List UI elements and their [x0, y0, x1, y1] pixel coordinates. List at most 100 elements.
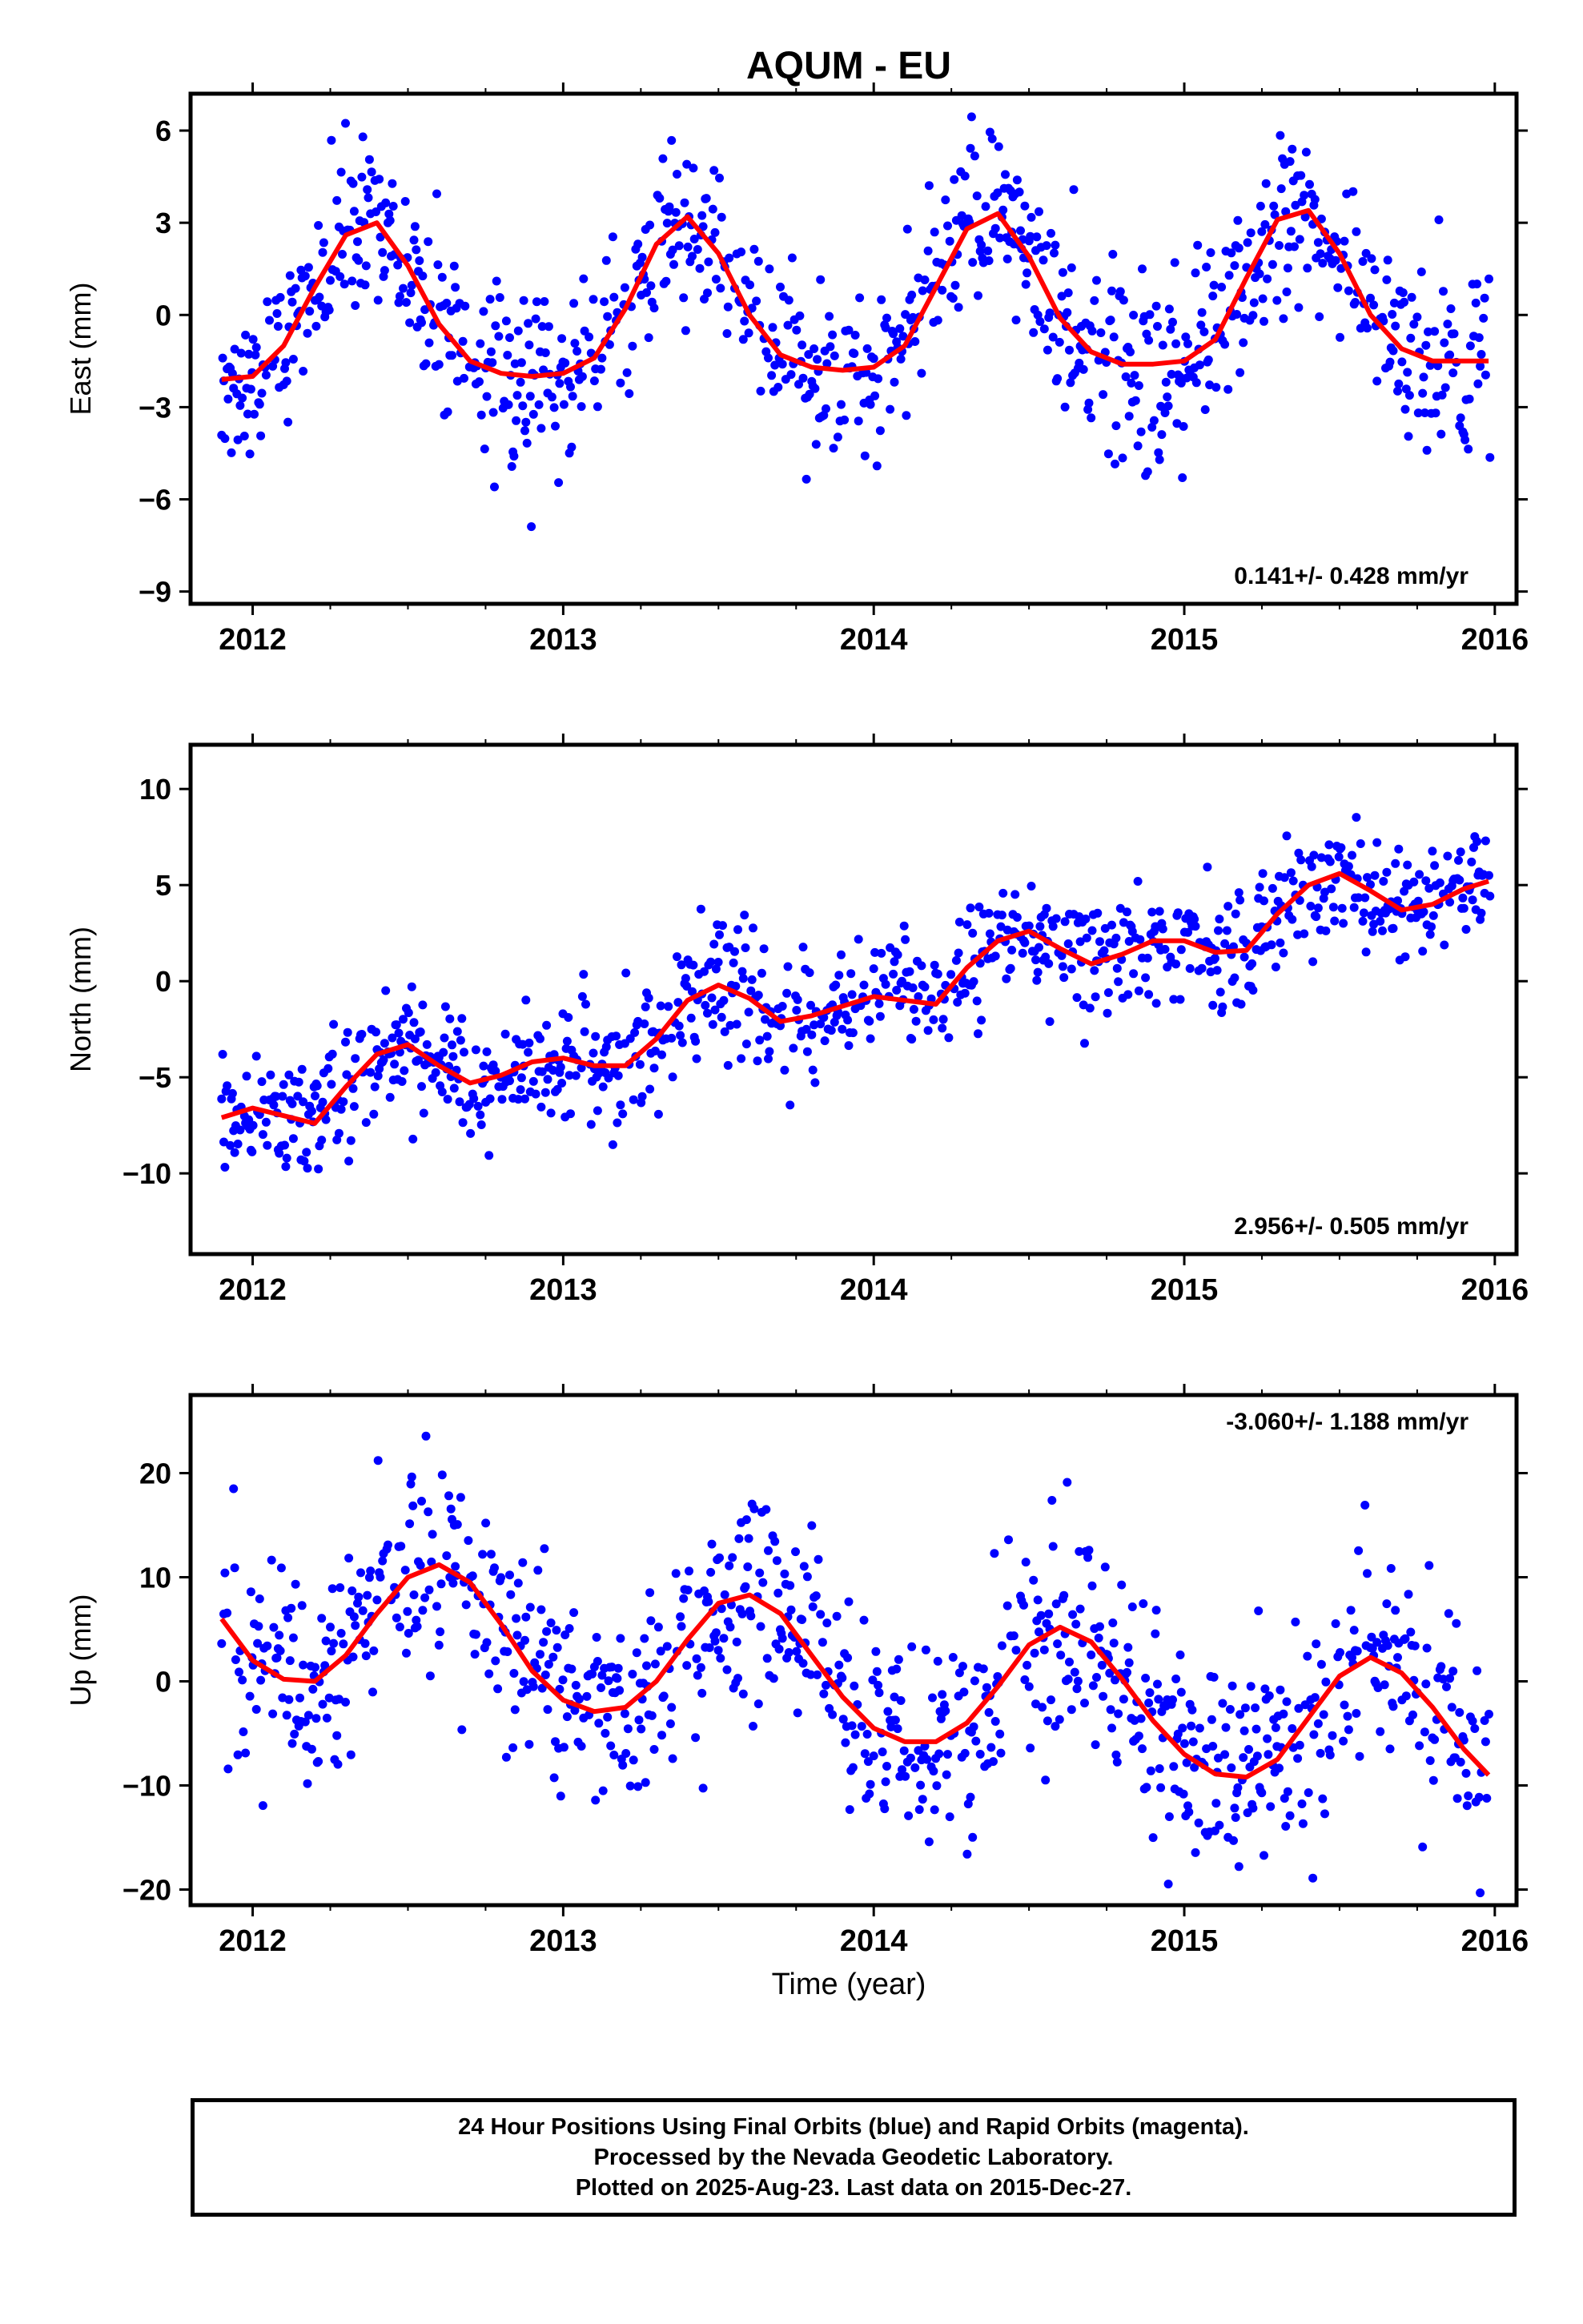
data-point — [1243, 238, 1252, 247]
data-point — [339, 1639, 348, 1649]
data-point — [1296, 855, 1306, 865]
data-point — [1430, 327, 1440, 336]
data-point — [1020, 201, 1030, 211]
data-point — [318, 247, 327, 257]
data-point — [828, 1710, 838, 1719]
y-tick-label: 20 — [139, 1458, 171, 1490]
data-point — [1309, 1730, 1319, 1739]
data-point — [971, 1736, 981, 1746]
data-point — [882, 313, 891, 323]
data-point — [364, 155, 374, 164]
data-point — [544, 322, 553, 332]
data-point — [733, 925, 742, 935]
data-point — [1176, 1687, 1186, 1697]
data-point — [806, 1000, 815, 1010]
data-point — [1422, 445, 1432, 455]
data-point — [740, 911, 749, 920]
data-point — [340, 279, 349, 289]
data-point — [1041, 952, 1051, 962]
data-point — [421, 359, 431, 368]
data-point — [1328, 903, 1338, 912]
data-point — [1227, 1681, 1237, 1691]
data-point — [253, 1638, 263, 1648]
data-point — [220, 434, 230, 444]
data-point — [1260, 219, 1270, 229]
data-point — [1428, 1775, 1438, 1785]
data-point — [1431, 408, 1440, 418]
data-point — [1010, 890, 1020, 899]
data-point — [975, 1750, 985, 1759]
data-point — [613, 1071, 623, 1080]
data-point — [1251, 1703, 1260, 1713]
data-point — [1006, 963, 1015, 973]
data-point — [571, 1680, 581, 1690]
data-point — [1445, 898, 1455, 907]
data-point — [1118, 453, 1127, 463]
data-point — [448, 1040, 456, 1050]
data-point — [1408, 1710, 1417, 1719]
data-point — [704, 1597, 713, 1606]
data-point — [247, 1147, 257, 1156]
data-point — [810, 1020, 819, 1030]
x-tick-label: 2014 — [840, 1273, 908, 1307]
data-point — [793, 995, 802, 1004]
data-point — [484, 1669, 494, 1679]
data-point — [1043, 345, 1052, 355]
data-point — [1330, 916, 1340, 926]
data-point — [589, 376, 599, 386]
data-point — [1079, 364, 1088, 374]
data-point — [1108, 1618, 1118, 1627]
data-point — [521, 417, 531, 427]
data-point — [776, 282, 785, 292]
data-point — [281, 1162, 291, 1172]
data-point — [632, 1648, 641, 1658]
data-point — [1282, 831, 1292, 841]
data-point — [904, 1811, 914, 1820]
data-point — [872, 461, 882, 471]
data-point — [522, 438, 532, 448]
data-point — [656, 1001, 665, 1011]
data-point — [906, 1753, 915, 1763]
data-point — [870, 947, 880, 957]
data-point — [805, 389, 814, 399]
data-point — [378, 1556, 388, 1566]
data-point — [1327, 884, 1336, 894]
data-point — [539, 1638, 548, 1647]
data-point — [1178, 473, 1187, 482]
data-point — [1097, 1660, 1107, 1670]
data-point — [457, 1014, 467, 1023]
data-point — [440, 1385, 449, 1394]
data-point — [1294, 848, 1304, 858]
data-point — [786, 370, 796, 380]
data-point — [1485, 891, 1495, 901]
data-point — [1352, 1709, 1361, 1718]
data-point — [1304, 1788, 1313, 1797]
data-point — [722, 329, 732, 338]
data-point — [1248, 1803, 1258, 1813]
data-point — [299, 1156, 309, 1166]
data-point — [1376, 916, 1385, 926]
data-point — [1151, 301, 1161, 311]
data-point — [783, 320, 793, 330]
data-point — [573, 347, 582, 356]
data-point — [257, 1077, 267, 1087]
data-point — [962, 1849, 972, 1859]
data-point — [543, 1705, 552, 1715]
data-point — [1465, 341, 1475, 351]
data-point — [524, 1047, 533, 1057]
data-point — [657, 1731, 666, 1740]
data-point — [1157, 430, 1167, 440]
data-point — [288, 355, 298, 364]
data-point — [329, 1638, 339, 1648]
data-point — [755, 1568, 765, 1578]
data-point — [1310, 195, 1320, 204]
up-points — [217, 1385, 1493, 1898]
data-point — [1160, 944, 1170, 954]
data-point — [1197, 963, 1207, 973]
data-point — [311, 1714, 321, 1723]
data-point — [686, 1013, 696, 1023]
data-point — [1091, 992, 1100, 1002]
data-point — [1380, 1680, 1389, 1690]
data-point — [938, 1690, 947, 1699]
